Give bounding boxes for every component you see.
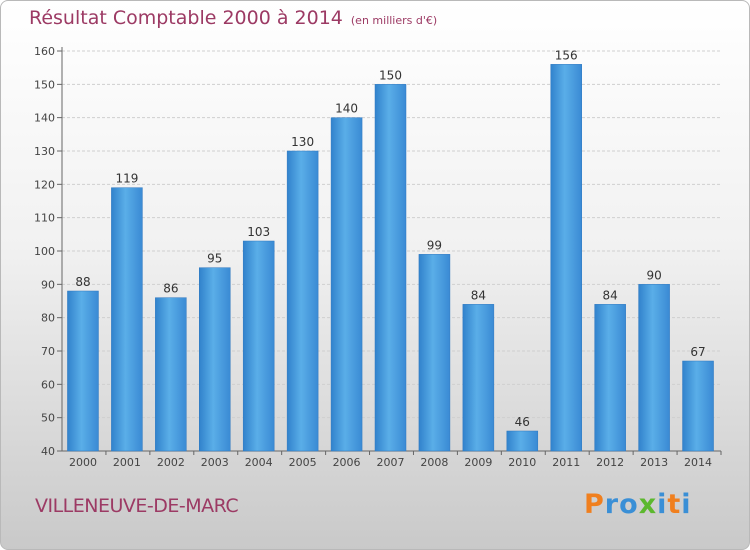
- x-tick-label: 2009: [464, 456, 492, 469]
- bar: [199, 267, 231, 452]
- x-tick-label: 2000: [69, 456, 97, 469]
- logo-letter: i: [681, 489, 692, 520]
- y-tick-label: 150: [34, 78, 55, 91]
- bar-value-label: 86: [163, 282, 178, 296]
- bar-value-label: 95: [207, 252, 222, 266]
- y-tick-label: 50: [41, 412, 55, 425]
- y-tick-label: 40: [41, 445, 55, 458]
- x-tick-label: 2011: [552, 456, 580, 469]
- bars: [67, 64, 714, 452]
- chart-subtitle: (en milliers d'€): [350, 14, 438, 27]
- y-tick-label: 160: [34, 45, 55, 58]
- x-tick-label: 2002: [157, 456, 185, 469]
- logo-letter: o: [619, 489, 639, 520]
- bar-value-label: 130: [291, 135, 314, 149]
- x-tick-label: 2010: [508, 456, 536, 469]
- logo-letter: t: [667, 489, 682, 520]
- bar-value-label: 67: [690, 345, 705, 359]
- logo-letter: x: [638, 489, 658, 520]
- bar-value-label: 103: [247, 225, 270, 239]
- bar-value-label: 90: [646, 268, 661, 282]
- x-tick-label: 2014: [684, 456, 712, 469]
- y-tick-label: 130: [34, 145, 55, 158]
- city-name: VILLENEUVE-DE-MARC: [35, 495, 239, 517]
- bar-value-label: 156: [555, 48, 578, 62]
- proxiti-logo[interactable]: Proxiti: [584, 489, 692, 520]
- y-tick-label: 60: [41, 378, 55, 391]
- bar-value-label: 150: [379, 68, 402, 82]
- y-tick-label: 120: [34, 178, 55, 191]
- bar: [111, 187, 143, 452]
- x-tick-label: 2013: [640, 456, 668, 469]
- logo-letter: r: [604, 489, 620, 520]
- bar-value-label: 46: [515, 415, 530, 429]
- x-tick-label: 2007: [377, 456, 405, 469]
- x-tick-label: 2004: [245, 456, 273, 469]
- bar: [286, 150, 319, 452]
- chart-title: Résultat Comptable 2000 à 2014 (en millie…: [29, 7, 437, 29]
- bar: [462, 304, 495, 452]
- bar: [374, 84, 407, 452]
- bar: [550, 64, 582, 452]
- x-tick-label: 2006: [333, 456, 361, 469]
- x-tick-label: 2008: [420, 456, 448, 469]
- bar: [594, 304, 626, 452]
- bar-value-label: 140: [335, 102, 358, 116]
- x-tick-label: 2005: [289, 456, 317, 469]
- logo-letter: P: [584, 489, 605, 520]
- bar: [638, 284, 670, 452]
- bar: [330, 117, 363, 452]
- bar-value-label: 84: [471, 288, 486, 302]
- bar: [506, 430, 539, 452]
- bar-value-label: 99: [427, 238, 442, 252]
- y-tick-label: 70: [41, 345, 55, 358]
- bar-value-label: 84: [603, 288, 618, 302]
- bar: [242, 240, 275, 452]
- y-tick-label: 80: [41, 312, 55, 325]
- chart-title-text: Résultat Comptable 2000 à 2014: [29, 7, 343, 29]
- bar-value-label: 119: [115, 172, 138, 186]
- x-tick-label: 2012: [596, 456, 624, 469]
- bar: [682, 360, 714, 452]
- bar-value-label: 88: [75, 275, 90, 289]
- labels: 40 50 60 70 80 90 100 110 120 130 140 150 160 88 2000 1…: [34, 45, 712, 469]
- y-tick-label: 110: [34, 212, 55, 225]
- y-tick-label: 90: [41, 278, 55, 291]
- x-tick-label: 2003: [201, 456, 229, 469]
- bar: [418, 254, 451, 452]
- bar: [155, 297, 187, 452]
- y-tick-label: 100: [34, 245, 55, 258]
- bar: [67, 290, 99, 452]
- x-tick-label: 2001: [113, 456, 141, 469]
- logo-letter: i: [657, 489, 668, 520]
- y-tick-label: 140: [34, 112, 55, 125]
